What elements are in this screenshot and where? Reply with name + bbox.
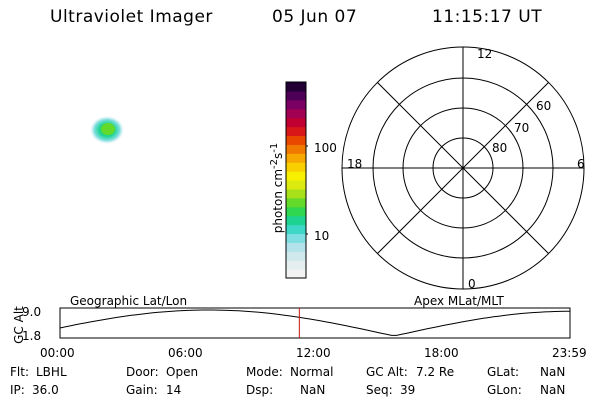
glon-label: GLon: [487,383,522,397]
gcalt-value: 7.2 Re [416,365,455,379]
colorbar-swatch [286,99,306,110]
colorbar-swatch [286,233,306,243]
seq-label: Seq: [366,383,393,397]
colorbar-swatch [286,180,306,190]
ip-label: IP: [10,383,25,397]
colorbar-swatch [286,215,306,226]
colorbar-swatch [286,144,306,154]
glon-value: NaN [540,383,566,397]
colorbar-swatch [286,171,306,181]
colorbar-swatch [286,126,306,137]
lat-label-70: 70 [514,121,530,135]
instrument-title: Ultraviolet Imager [50,7,213,27]
date-label: 05 Jun 07 [272,7,358,27]
x-tick-2359: 23:59 [552,346,587,360]
colorbar [285,81,308,279]
colorbar-swatch [286,82,306,92]
polar-plot [341,46,585,290]
colorbar-swatch [286,251,306,261]
door-label: Door: [126,365,159,379]
colorbar-swatch [286,188,306,199]
colorbar-swatch [286,242,306,252]
x-tick-1200: 12:00 [296,346,331,360]
ip-value: 36.0 [32,383,59,397]
glat-value: NaN [540,365,566,379]
x-tick-0600: 06:00 [168,346,203,360]
dsp-value: NaN [300,383,326,397]
colorbar-border [285,81,307,279]
time-label: 11:15:17 UT [432,7,543,27]
colorbar-swatch [286,153,306,163]
mlt-label-18: 18 [347,157,363,171]
colorbar-swatch [286,162,306,172]
filter-label: Flt: [10,365,29,379]
gcalt-label: GC Alt: [366,365,408,379]
seq-value: 39 [400,383,416,397]
filter-value: LBHL [36,365,67,379]
glat-label: GLat: [487,365,520,379]
colorbar-swatch [286,206,306,217]
dsp-label: Dsp: [246,383,274,397]
colorbar-swatch [286,117,306,128]
lat-label-80: 80 [492,141,508,155]
colorbar-tick-100: 100 [314,141,337,155]
colorbar-label: photon cm-2s-1 [269,142,285,234]
mode-value: Normal [290,365,334,379]
aurora-image [90,116,124,144]
colorbar-swatch [286,90,306,101]
x-tick-0000: 00:00 [40,346,75,360]
x-tick-1800: 18:00 [424,346,459,360]
gain-label: Gain: [126,383,158,397]
timeline-left-title: Geographic Lat/Lon [70,294,188,308]
timeline-plot [59,307,571,339]
gain-value: 14 [166,383,182,397]
mlt-label-0: 0 [468,277,476,291]
mlt-label-12: 12 [477,47,493,61]
mode-label: Mode: [246,365,283,379]
colorbar-swatch [286,224,306,235]
mlt-label-6: 6 [577,157,585,171]
door-value: Open [166,365,199,379]
colorbar-swatch [286,135,306,145]
timeline-y-top: 9.0 [22,305,42,319]
colorbar-swatch [286,108,306,119]
colorbar-tick-10: 10 [314,229,330,243]
timeline-right-title: Apex MLat/MLT [414,294,504,308]
colorbar-swatch [286,260,306,270]
lat-label-60: 60 [536,99,552,113]
colorbar-swatch [286,197,306,208]
colorbar-swatch [286,269,306,279]
timeline-y-bottom: 1.8 [22,329,42,343]
